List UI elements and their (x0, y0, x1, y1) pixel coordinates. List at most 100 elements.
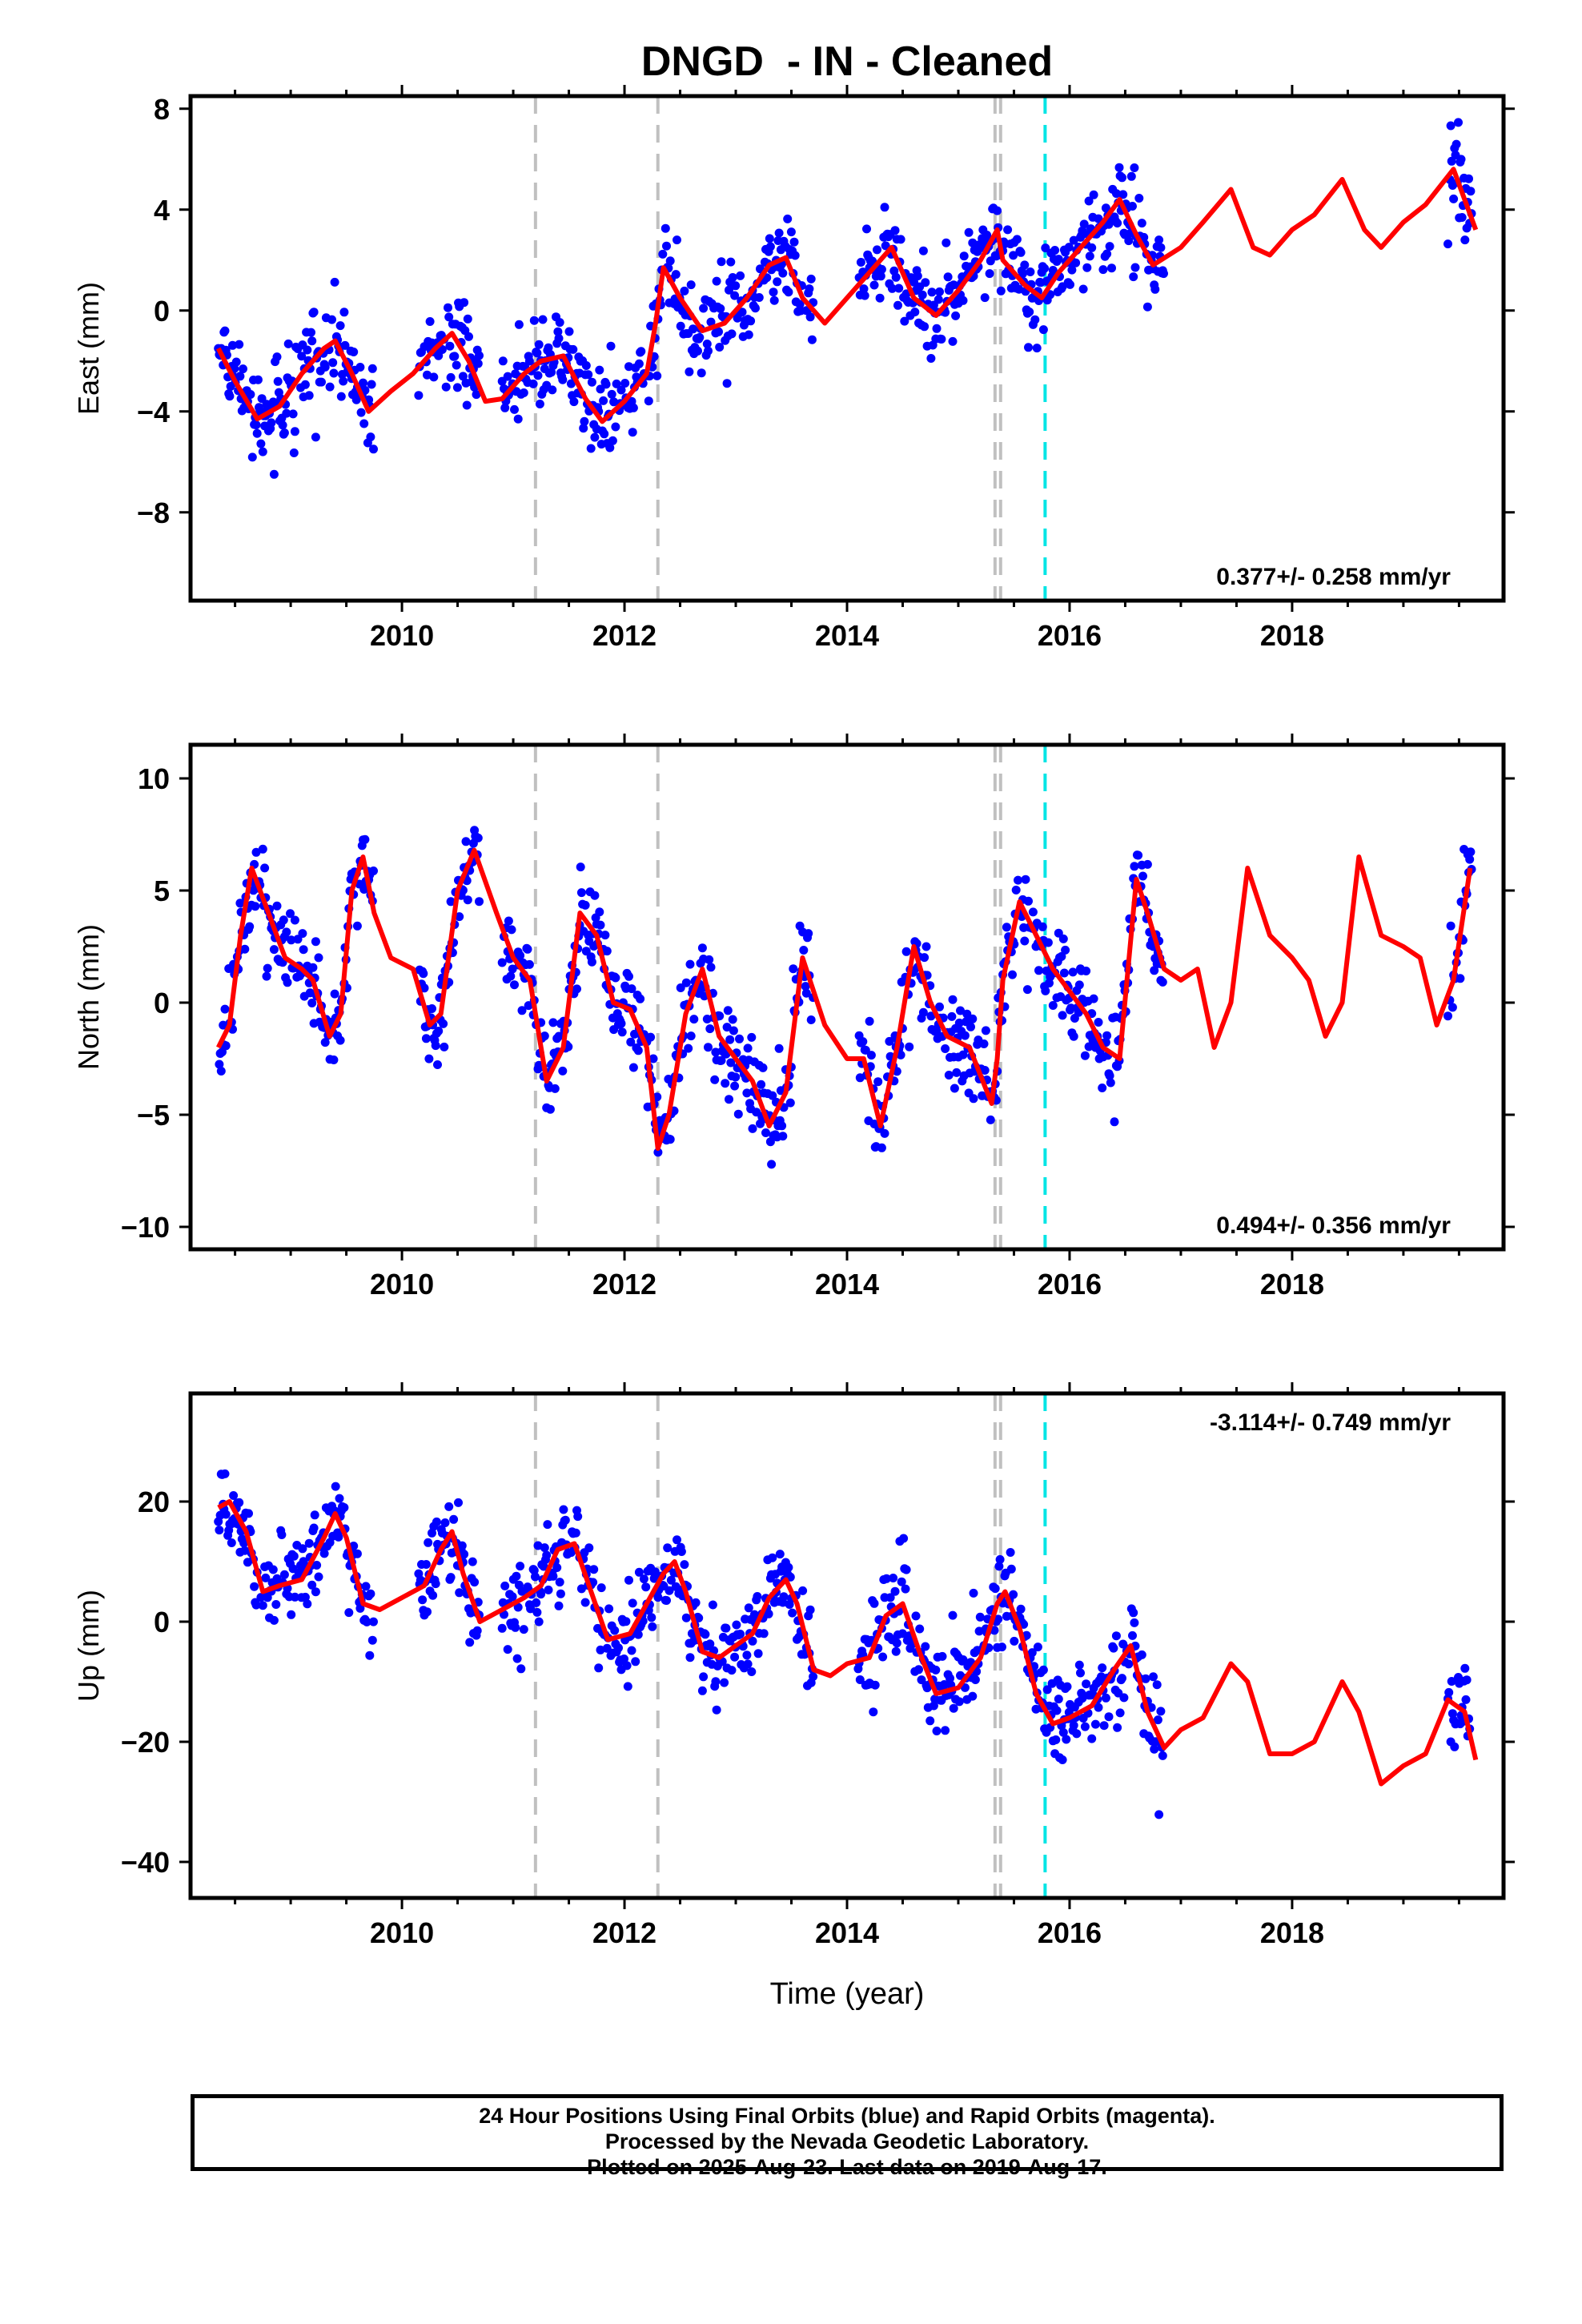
data-point (612, 379, 621, 388)
data-point (1447, 1003, 1457, 1012)
data-point (463, 314, 472, 324)
x-tick-label: 2012 (592, 619, 656, 652)
data-point (620, 379, 630, 388)
data-point (765, 242, 775, 251)
data-point (1014, 284, 1024, 294)
data-point (727, 329, 737, 339)
data-point (424, 1054, 434, 1063)
data-point (798, 1586, 808, 1595)
data-point (506, 971, 516, 981)
data-point (686, 1031, 696, 1041)
data-point (1058, 1755, 1067, 1764)
data-point (1105, 1071, 1114, 1080)
data-point (352, 921, 362, 931)
data-point (1079, 219, 1089, 229)
data-point (697, 368, 706, 378)
data-point (890, 226, 900, 235)
data-point (737, 308, 747, 317)
data-point (568, 344, 578, 354)
data-point (290, 915, 299, 925)
data-point (245, 922, 255, 931)
y-tick-label: 5 (154, 875, 170, 907)
data-point (278, 420, 287, 430)
data-point (626, 1037, 636, 1047)
data-point (869, 280, 879, 290)
data-point (299, 945, 308, 955)
data-point (733, 1109, 743, 1119)
data-point (1050, 246, 1060, 255)
data-point (914, 1665, 923, 1675)
data-point (665, 256, 675, 266)
data-point (993, 206, 1002, 215)
data-point (758, 1063, 768, 1072)
y-tick-label: −40 (121, 1846, 170, 1879)
data-point (785, 1098, 795, 1108)
data-point (1066, 279, 1074, 289)
data-point (717, 257, 726, 267)
data-point (905, 1042, 914, 1051)
data-point (437, 345, 447, 354)
data-point (503, 372, 512, 381)
data-point (996, 286, 1006, 296)
data-point (918, 1007, 928, 1017)
data-point (1008, 970, 1017, 979)
data-point (279, 428, 289, 437)
data-point (998, 1642, 1006, 1652)
data-point (221, 1510, 231, 1519)
panel-up: 2010 2012 2014 2016 2018 20 0 −20 −40 Up (mm) -3.1… (72, 1382, 1515, 2011)
data-point (751, 304, 760, 313)
data-point (761, 1128, 770, 1137)
footer-line-2: Processed by the Nevada Geodetic Laborat… (604, 2129, 1090, 2153)
data-point (500, 403, 510, 412)
data-point (532, 1607, 542, 1617)
data-point (539, 1562, 548, 1571)
data-point (1124, 1659, 1134, 1669)
data-point (681, 978, 691, 987)
data-point (596, 1645, 605, 1655)
data-point (215, 1526, 224, 1535)
data-point (1071, 258, 1081, 267)
data-point (627, 1646, 636, 1655)
data-point (869, 1598, 879, 1608)
data-point (897, 1577, 906, 1586)
x-tick-label: 2010 (370, 1268, 434, 1301)
data-point (584, 370, 593, 380)
data-point (689, 324, 698, 334)
data-point (714, 327, 723, 336)
data-point (1109, 1643, 1118, 1653)
data-point (1048, 266, 1058, 275)
data-point (300, 1592, 310, 1602)
data-point (918, 246, 928, 255)
data-point (614, 1643, 623, 1653)
data-point (545, 1104, 555, 1114)
data-point (1130, 1618, 1139, 1627)
data-point (595, 365, 604, 375)
data-point (458, 372, 468, 381)
data-point (1069, 235, 1078, 245)
data-point (344, 1608, 354, 1618)
data-point (860, 291, 869, 300)
data-point (701, 1630, 710, 1639)
data-point (307, 999, 317, 1007)
data-point (985, 269, 994, 279)
data-point (550, 1084, 560, 1093)
data-point (1054, 255, 1063, 264)
data-point (685, 367, 694, 376)
data-point (735, 1034, 744, 1043)
data-point (602, 947, 612, 956)
data-point (297, 352, 307, 361)
data-point (1456, 155, 1466, 164)
data-point (590, 432, 600, 442)
data-point (748, 1636, 757, 1646)
data-point (508, 1592, 517, 1602)
data-point (475, 351, 484, 360)
data-point (1115, 1708, 1125, 1718)
data-point (512, 1654, 522, 1663)
data-point (948, 336, 958, 346)
data-point (250, 1582, 259, 1591)
data-point (1087, 243, 1097, 252)
data-point (1011, 885, 1021, 895)
data-point (1089, 994, 1098, 1003)
data-point (704, 1043, 713, 1052)
data-point (279, 915, 288, 925)
